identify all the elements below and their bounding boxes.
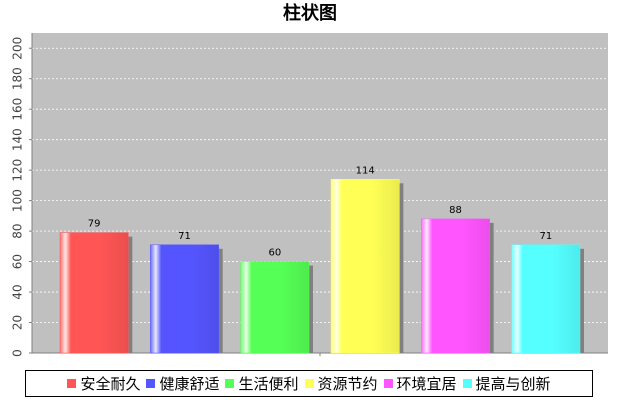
legend-swatch <box>146 379 156 388</box>
legend-label: 提高与创新 <box>475 375 551 393</box>
bar-2 <box>240 261 310 354</box>
legend-item: 提高与创新 <box>462 373 551 394</box>
data-label: 88 <box>449 205 462 216</box>
legend-swatch <box>462 379 472 388</box>
legend-label: 安全耐久 <box>80 375 141 393</box>
y-tick-label: 0 <box>11 349 25 357</box>
y-tick-label: 20 <box>11 315 25 330</box>
bar-4 <box>421 218 490 354</box>
y-tick-label: 40 <box>11 284 25 299</box>
data-label: 60 <box>268 248 281 259</box>
y-tick-label: 120 <box>11 159 25 182</box>
data-label: 71 <box>539 231 552 242</box>
legend-item: 健康舒适 <box>146 373 219 394</box>
y-tick-label: 100 <box>11 189 25 212</box>
legend-label: 健康舒适 <box>159 375 220 393</box>
y-tick-label: 200 <box>11 37 25 60</box>
y-tick-label: 160 <box>11 98 25 121</box>
data-label: 71 <box>178 231 191 242</box>
legend-item: 资源节约 <box>304 373 378 394</box>
legend-swatch <box>225 379 235 388</box>
legend-swatch <box>304 379 314 388</box>
data-label: 114 <box>356 165 375 176</box>
y-tick-label: 60 <box>11 254 25 269</box>
legend-item: 安全耐久 <box>67 373 140 394</box>
legend-label: 生活便利 <box>238 375 299 393</box>
y-tick-label: 180 <box>11 67 25 90</box>
bar-0 <box>59 232 129 354</box>
data-label: 79 <box>88 219 101 230</box>
legend: 安全耐久 健康舒适 生活便利 资源节约 环境宜居 提高与创新 <box>25 370 593 397</box>
legend-item: 生活便利 <box>225 373 299 394</box>
bar-chart: 0 20 40 60 80 100 120 140 160 180 200 79 71 60 114 88 71 <box>11 33 608 357</box>
bar-1 <box>150 244 219 354</box>
legend-swatch <box>67 379 77 388</box>
bar-5 <box>511 244 581 354</box>
legend-label: 资源节约 <box>317 375 378 393</box>
legend-swatch <box>383 379 393 388</box>
chart-title: 柱状图 <box>283 3 337 24</box>
bar-3 <box>330 179 400 354</box>
y-tick-label: 80 <box>11 223 25 238</box>
legend-item: 环境宜居 <box>383 373 457 394</box>
legend-label: 环境宜居 <box>396 375 457 393</box>
y-tick-label: 140 <box>11 128 25 151</box>
